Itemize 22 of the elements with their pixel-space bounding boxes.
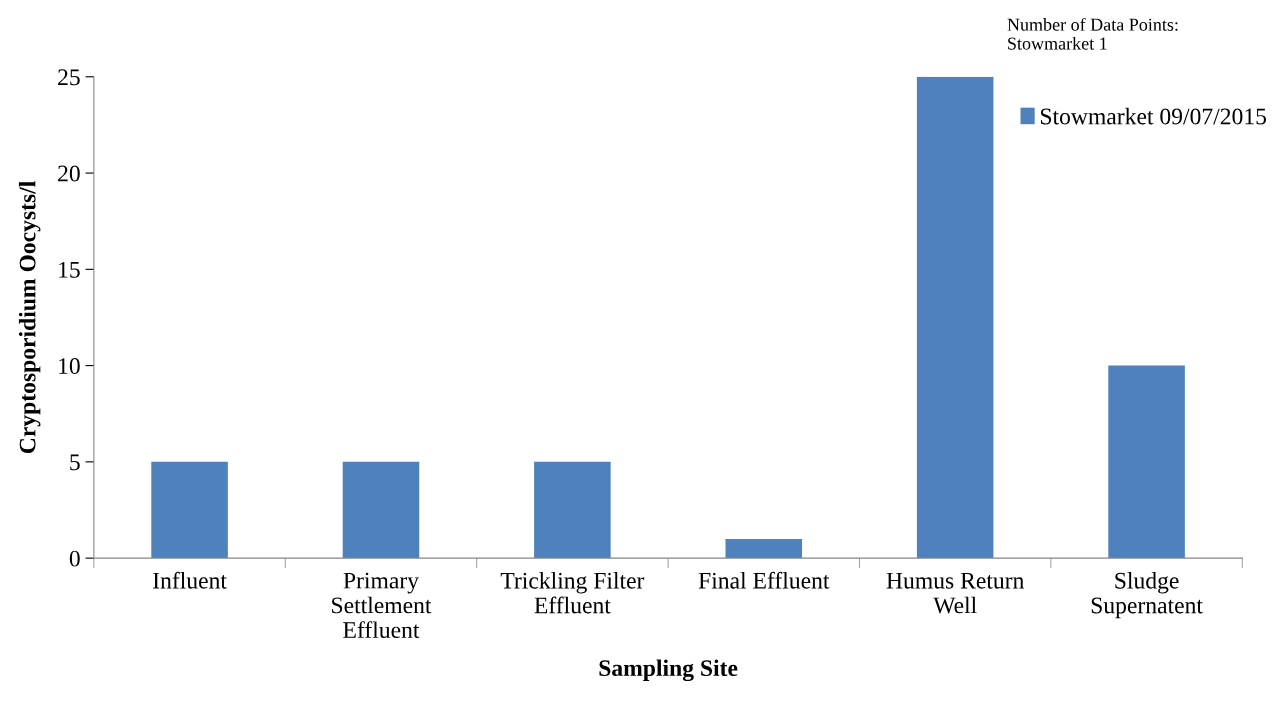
bar — [1108, 365, 1185, 559]
x-tick-label: Influent — [153, 571, 227, 589]
y-tick-label: 0 — [69, 550, 80, 567]
bar — [725, 538, 803, 559]
text: Number of Data Points: Stowmarket 1 — [1007, 17, 1178, 50]
y-tick-label: 20 — [58, 165, 80, 182]
y-tick-label: 15 — [59, 261, 80, 278]
x-tick-label: Final Effluent — [698, 571, 830, 589]
y-tick-label: 5 — [70, 454, 80, 471]
bar — [342, 461, 420, 559]
x-tick-label: Sludge Supernatent — [1091, 572, 1203, 619]
x-axis-title: Sampling Site — [599, 659, 738, 682]
x-tick-label: Humus Return Well — [886, 572, 1025, 614]
y-tick-label: 10 — [59, 358, 80, 375]
y-tick-label: 25 — [58, 69, 80, 86]
y-axis-title: Cryptosporidium Oocysts/l — [18, 181, 41, 454]
legend-label: Stowmarket 09/07/2015 — [1040, 107, 1267, 125]
x-tick-label: Trickling Filter Effluent — [500, 572, 645, 614]
x-tick-label: Primary Settlement Effluent — [332, 572, 432, 639]
bar — [151, 461, 228, 559]
bar — [534, 461, 611, 559]
bar — [916, 76, 994, 559]
